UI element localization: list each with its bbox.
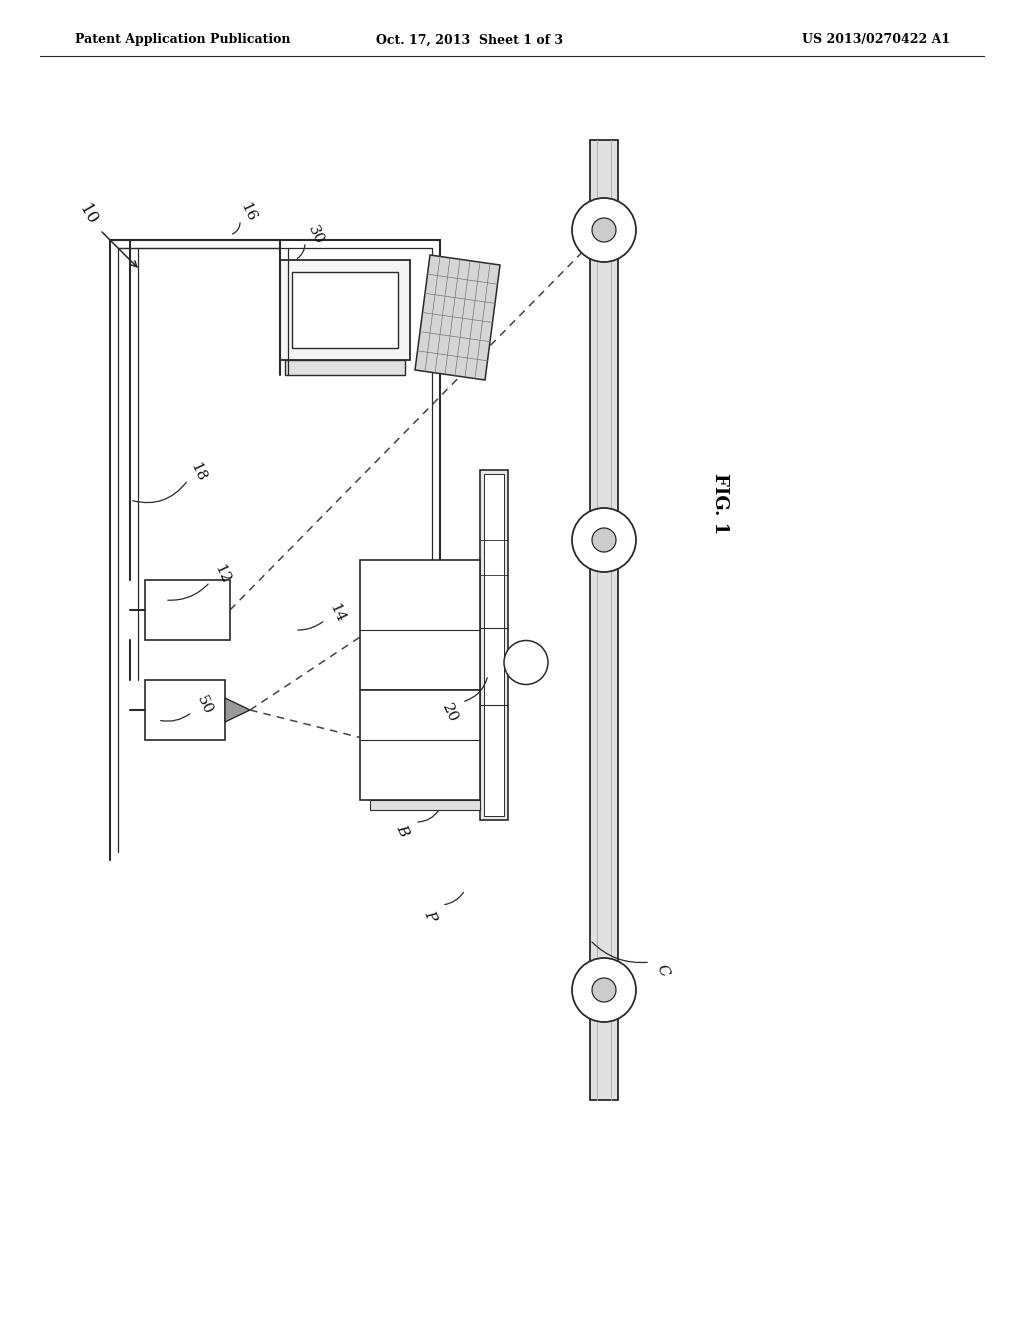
Polygon shape (225, 698, 250, 722)
Text: 16: 16 (238, 201, 258, 224)
Text: FIG. 1: FIG. 1 (711, 473, 729, 535)
Text: P: P (422, 908, 438, 924)
Circle shape (572, 508, 636, 572)
Bar (145, 680, 225, 741)
Bar (280, 260, 410, 360)
Bar (590, 140, 618, 1100)
Polygon shape (285, 360, 406, 375)
Circle shape (504, 640, 548, 685)
Text: 18: 18 (187, 461, 209, 483)
Bar (370, 800, 480, 810)
Text: Oct. 17, 2013  Sheet 1 of 3: Oct. 17, 2013 Sheet 1 of 3 (377, 33, 563, 46)
Text: 50: 50 (194, 693, 214, 717)
Bar (292, 272, 398, 348)
Text: Patent Application Publication: Patent Application Publication (75, 33, 291, 46)
Circle shape (572, 958, 636, 1022)
Text: US 2013/0270422 A1: US 2013/0270422 A1 (802, 33, 950, 46)
Text: C: C (653, 962, 671, 979)
Text: B: B (393, 822, 411, 838)
Circle shape (592, 218, 616, 242)
Bar (360, 560, 480, 690)
Text: 14: 14 (327, 601, 347, 624)
Text: 12: 12 (212, 562, 232, 586)
Bar (145, 579, 230, 640)
Bar (484, 474, 504, 816)
Text: 20: 20 (439, 701, 461, 725)
Bar (360, 690, 480, 800)
Text: 10: 10 (76, 202, 100, 228)
Polygon shape (415, 255, 500, 380)
Circle shape (592, 978, 616, 1002)
Text: 30: 30 (305, 223, 327, 247)
Circle shape (572, 198, 636, 261)
Circle shape (592, 528, 616, 552)
Bar (480, 470, 508, 820)
